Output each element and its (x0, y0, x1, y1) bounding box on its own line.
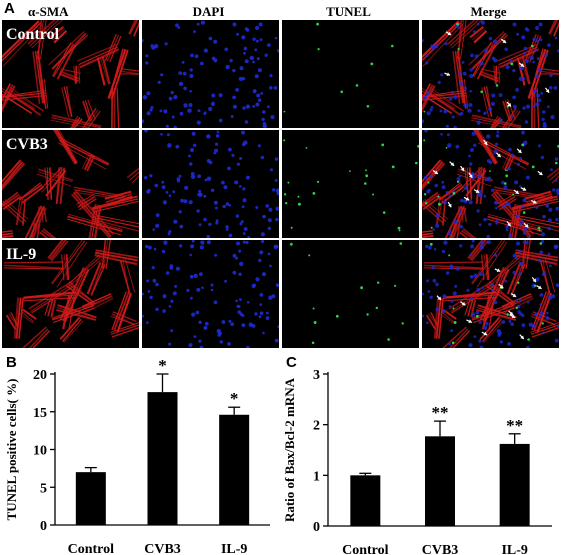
micrograph-control-merge (422, 20, 559, 128)
y-tick-label: 2 (313, 419, 320, 434)
micrograph-cvb3-dapi (142, 130, 279, 238)
x-tick-label: Control (342, 543, 389, 555)
y-tick-label: 1 (313, 469, 320, 484)
micrograph-cvb3-tunel (282, 130, 419, 238)
significance-marker: * (158, 356, 167, 375)
panel-b-letter: B (6, 354, 17, 371)
micrograph-cvb3-merge (422, 130, 559, 238)
row-label-cvb3: CVB3 (6, 136, 48, 153)
significance-marker: ** (506, 416, 523, 435)
y-tick-label: 10 (33, 444, 47, 459)
y-axis-label: TUNEL positive cells( %) (4, 379, 19, 521)
column-header-merge: Merge (470, 4, 507, 19)
column-header-tunel: TUNEL (326, 4, 371, 19)
bar (75, 472, 106, 525)
micrograph-il9-dapi (142, 240, 279, 348)
panel-a-letter: A (4, 0, 15, 17)
column-header-alpha-sma: α-SMA (28, 4, 69, 19)
x-tick-label: CVB3 (144, 542, 181, 555)
bar (219, 414, 250, 525)
x-tick-label: IL-9 (501, 543, 527, 555)
micrograph-control-alpha-sma (2, 20, 139, 128)
row-label-il9: IL-9 (6, 246, 37, 263)
y-axis-label: Ratio of Bax/Bcl-2 mRNA (282, 377, 297, 522)
micrograph-il9-tunel (282, 240, 419, 348)
bar (350, 475, 381, 526)
micrograph-il9-merge (422, 240, 559, 348)
column-header-dapi: DAPI (192, 4, 225, 19)
y-tick-label: 5 (40, 481, 47, 496)
x-tick-label: Control (68, 542, 115, 555)
bar (147, 392, 178, 525)
x-tick-label: CVB3 (422, 543, 459, 555)
micrograph-control-dapi (142, 20, 279, 128)
bar (425, 436, 455, 526)
panel-c-letter: C (286, 354, 297, 371)
y-tick-label: 3 (313, 368, 320, 383)
micrograph-il9-alpha-sma (2, 240, 139, 348)
significance-marker: * (230, 389, 239, 408)
y-tick-label: 0 (40, 519, 47, 534)
significance-marker: ** (432, 403, 449, 422)
bar (499, 443, 530, 526)
y-tick-label: 0 (313, 520, 320, 535)
x-tick-label: IL-9 (221, 542, 247, 555)
micrograph-control-tunel (282, 20, 419, 128)
tunel-positive-chart: 0 5 10 15 20 TUNEL positive cells( %) Control *… (4, 356, 270, 555)
y-tick-label: 15 (33, 406, 47, 421)
micrograph-cvb3-alpha-sma (2, 130, 139, 238)
y-tick-label: 20 (33, 368, 47, 383)
row-label-control: Control (6, 26, 60, 43)
bax-bcl2-ratio-chart: 0 1 2 3 Ratio of Bax/Bcl-2 mRNA Control ** CVB3… (282, 368, 552, 555)
